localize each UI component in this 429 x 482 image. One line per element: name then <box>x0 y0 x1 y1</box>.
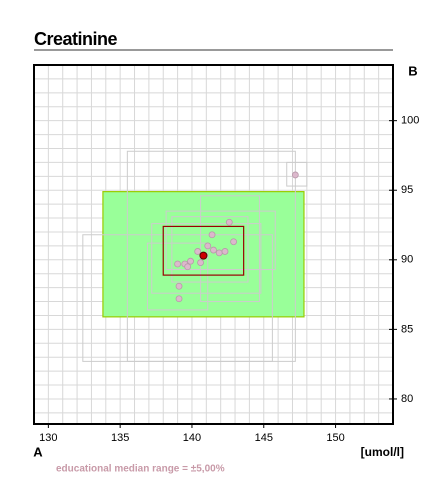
participant-range <box>146 242 209 311</box>
chart-title: Creatinine <box>34 29 118 49</box>
data-point <box>225 218 233 226</box>
participant-range <box>171 216 249 283</box>
note: educational median range = ±5,00% <box>56 464 225 475</box>
x-tick-label: 130 <box>39 432 57 444</box>
data-point <box>174 260 182 268</box>
x-tick-label: 145 <box>255 432 273 444</box>
y-tick-label: 95 <box>401 184 413 196</box>
data-point <box>175 282 183 290</box>
x-tick-label: 150 <box>326 432 344 444</box>
participant-range <box>286 161 308 187</box>
x-axis-label: A <box>33 444 43 459</box>
participant-range <box>165 210 276 271</box>
y-tick-label: 90 <box>401 254 413 266</box>
median-range <box>162 225 245 276</box>
data-point <box>184 263 192 271</box>
data-point <box>210 246 217 254</box>
data-point <box>175 295 183 303</box>
data-point <box>291 171 299 179</box>
x-tick-label: 135 <box>111 432 129 444</box>
x-tick-label: 140 <box>183 432 201 444</box>
participant-range <box>200 195 260 303</box>
participant-range <box>82 234 273 362</box>
y-axis-label: B <box>408 63 417 78</box>
data-point <box>187 257 194 265</box>
data-point <box>230 238 238 246</box>
plot-frame <box>33 64 394 425</box>
data-point <box>208 231 216 239</box>
y-tick-label: 100 <box>401 115 419 127</box>
data-point <box>215 249 223 257</box>
data-point <box>194 248 202 255</box>
y-tick-label: 85 <box>401 323 413 335</box>
participant-range <box>151 223 262 294</box>
y-tick-label: 80 <box>401 393 413 405</box>
data-point <box>197 259 204 266</box>
median-point <box>199 251 208 260</box>
unit-label: [umol/l] <box>361 445 404 459</box>
data-point <box>221 248 229 255</box>
data-point <box>204 242 212 250</box>
